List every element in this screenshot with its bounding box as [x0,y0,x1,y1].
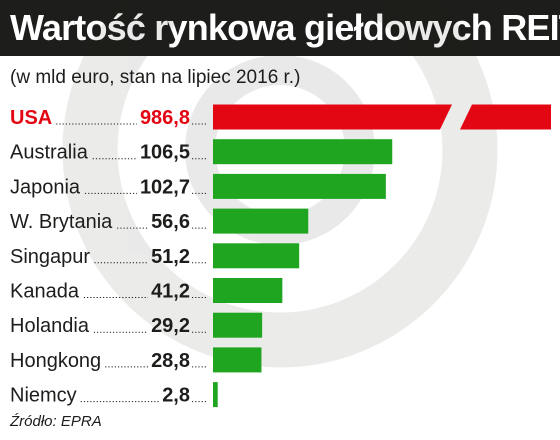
value-label: 41,2 [151,281,190,303]
source-note: Źródło: EPRA [10,413,102,430]
category-label: Holandia [10,315,90,337]
bar-row: Niemcy 2,8 [10,382,218,408]
bar-row: W. Brytania 56,6 [10,208,309,234]
bar [213,243,300,269]
value-label: 2,8 [162,385,190,407]
chart-title: Wartość rynkowa giełdowych REIT [10,7,560,48]
bar-row: Kanada 41,2 [10,278,283,303]
bar [213,173,386,199]
category-label: Hongkong [10,350,101,372]
value-label: 106,5 [140,142,190,164]
bar-usa-segment-2 [460,104,551,130]
category-label: USA [10,107,52,129]
category-label: W. Brytania [10,211,113,233]
bar-row: Holandia 29,2 [10,312,263,338]
bar-row: Singapur 51,2 [10,243,300,269]
decoration-ring-outer [62,0,498,368]
category-label: Niemcy [10,385,77,407]
bar-usa-segment-1 [213,104,452,130]
bar [213,312,263,338]
bar [213,139,393,165]
value-label: 28,8 [151,350,190,372]
value-label: 29,2 [151,315,190,337]
category-label: Australia [10,142,89,164]
bar-row: Japonia 102,7 [10,173,386,199]
bar [213,382,218,408]
bar [213,347,262,373]
bar-row: USA 986,8 [10,104,551,130]
bar [213,278,283,303]
value-label: 56,6 [151,211,190,233]
value-label: 986,8 [140,107,190,129]
bar-row: Hongkong 28,8 [10,347,262,373]
value-label: 51,2 [151,246,190,268]
bar [213,208,309,234]
title-bar: Wartość rynkowa giełdowych REIT [0,0,560,56]
category-label: Japonia [10,176,81,198]
bar-row: Australia 106,5 [10,139,393,165]
category-label: Kanada [10,281,80,303]
value-label: 102,7 [140,176,190,198]
category-label: Singapur [10,246,90,268]
chart-subtitle: (w mld euro, stan na lipiec 2016 r.) [10,67,301,88]
